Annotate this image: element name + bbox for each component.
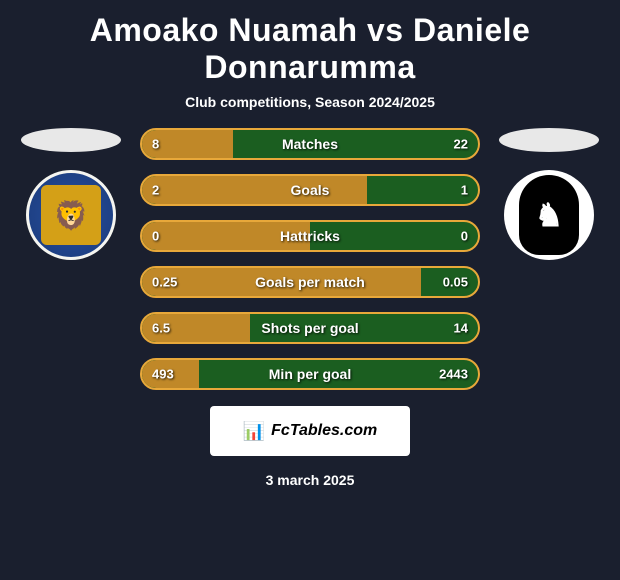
right-team-column: ♞ bbox=[494, 128, 604, 260]
stat-label: Min per goal bbox=[269, 366, 351, 382]
stat-label: Goals per match bbox=[255, 274, 365, 290]
date-label: 3 march 2025 bbox=[0, 472, 620, 488]
stat-value-right: 0.05 bbox=[443, 275, 468, 290]
stat-value-left: 0.25 bbox=[152, 275, 177, 290]
stat-value-left: 2 bbox=[152, 183, 159, 198]
left-team-crest: 🦁 bbox=[26, 170, 116, 260]
stat-value-left: 6.5 bbox=[152, 321, 170, 336]
stat-label: Shots per goal bbox=[261, 320, 358, 336]
stat-value-left: 8 bbox=[152, 137, 159, 152]
page-title: Amoako Nuamah vs Daniele Donnarumma bbox=[0, 0, 620, 90]
stat-label: Hattricks bbox=[280, 228, 340, 244]
stat-value-right: 1 bbox=[461, 183, 468, 198]
stat-row: Shots per goal 6.5 14 bbox=[140, 312, 480, 344]
stat-row: Goals 2 1 bbox=[140, 174, 480, 206]
attribution-text: FcTables.com bbox=[271, 422, 377, 440]
right-team-crest: ♞ bbox=[504, 170, 594, 260]
stat-row: Matches 8 22 bbox=[140, 128, 480, 160]
stat-value-left: 493 bbox=[152, 367, 174, 382]
left-crest-inner: 🦁 bbox=[41, 185, 101, 245]
right-country-badge bbox=[499, 128, 599, 152]
stat-label: Goals bbox=[291, 182, 330, 198]
stat-bars: Matches 8 22 Goals 2 1 Hattricks 0 0 Goals per ma… bbox=[140, 128, 480, 390]
attribution-badge: 📊 FcTables.com bbox=[210, 406, 410, 456]
stat-value-left: 0 bbox=[152, 229, 159, 244]
stat-value-right: 14 bbox=[454, 321, 468, 336]
stat-value-right: 2443 bbox=[439, 367, 468, 382]
left-country-badge bbox=[21, 128, 121, 152]
seahorse-icon: ♞ bbox=[535, 196, 564, 234]
stat-row: Min per goal 493 2443 bbox=[140, 358, 480, 390]
stat-fill-left bbox=[142, 176, 367, 204]
stat-value-right: 22 bbox=[454, 137, 468, 152]
left-team-column: 🦁 bbox=[16, 128, 126, 260]
comparison-content: 🦁 Matches 8 22 Goals 2 1 Hattricks 0 0 Goals per … bbox=[0, 128, 620, 390]
stat-label: Matches bbox=[282, 136, 338, 152]
stat-row: Hattricks 0 0 bbox=[140, 220, 480, 252]
chart-icon: 📊 bbox=[243, 421, 265, 442]
right-crest-inner: ♞ bbox=[519, 175, 579, 255]
lion-icon: 🦁 bbox=[54, 199, 89, 232]
subtitle: Club competitions, Season 2024/2025 bbox=[0, 90, 620, 128]
stat-value-right: 0 bbox=[461, 229, 468, 244]
stat-row: Goals per match 0.25 0.05 bbox=[140, 266, 480, 298]
